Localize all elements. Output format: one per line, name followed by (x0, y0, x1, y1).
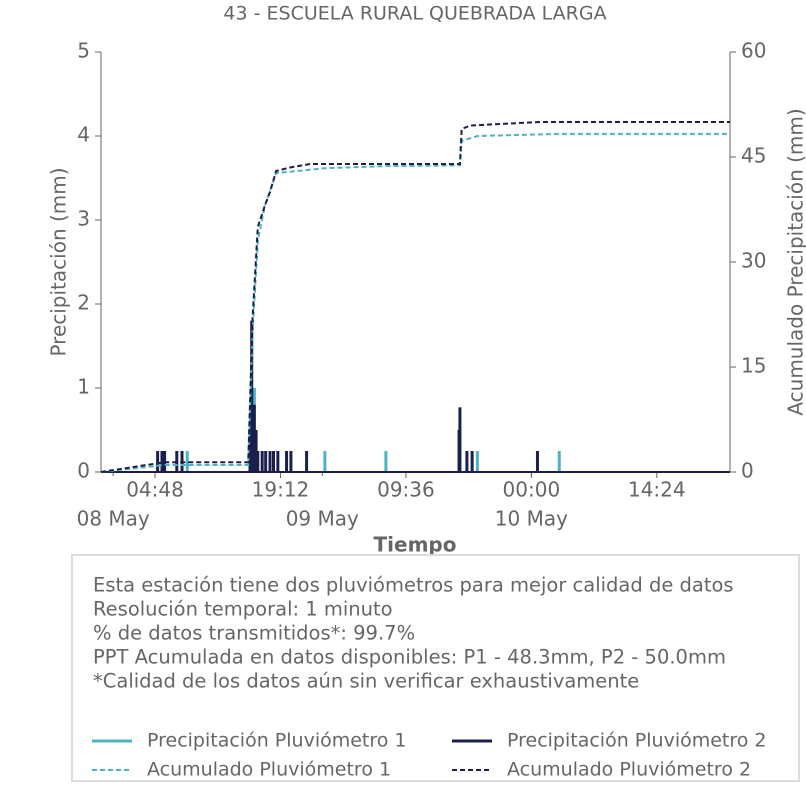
note-line: Resolución temporal: 1 minuto (93, 598, 393, 621)
y-tick-label: 0 (77, 459, 90, 483)
x-tick-label: 19:12 (252, 478, 310, 502)
legend-label: Acumulado Pluviómetro 1 (147, 759, 391, 781)
y2-axis-label: Acumulado Precipitación (mm) (784, 108, 806, 415)
x-tick-label: 09:36 (377, 478, 435, 502)
cumulative-line (100, 132, 730, 473)
cumulative-line (100, 121, 730, 473)
note-line: % de datos transmitidos*: 99.7% (93, 622, 415, 645)
x-tick-label: 00:00 (503, 478, 561, 502)
legend-label: Acumulado Pluviómetro 2 (507, 759, 751, 781)
info-box (71, 554, 800, 782)
x-axis-label: Tiempo (374, 533, 457, 557)
x-tick-label: 04:48 (126, 478, 184, 502)
y-tick-label: 1 (77, 375, 90, 399)
y-tick-label: 4 (77, 123, 90, 147)
chart-title: 43 - ESCUELA RURAL QUEBRADA LARGA (223, 3, 606, 25)
y2-tick-label: 60 (741, 39, 766, 63)
y2-tick-label: 15 (741, 354, 766, 378)
y2-tick-label: 45 (741, 144, 766, 168)
x-tick-label: 14:24 (628, 478, 686, 502)
note-line: *Calidad de los datos aún sin verificar … (93, 670, 639, 693)
note-line: PPT Acumulada en datos disponibles: P1 -… (93, 646, 726, 669)
legend-label: Precipitación Pluviómetro 2 (507, 730, 767, 752)
y-axis-label: Precipitación (mm) (47, 167, 71, 356)
y-tick-label: 3 (77, 207, 90, 231)
x-date-label: 08 May (77, 507, 150, 531)
y2-tick-label: 0 (741, 459, 754, 483)
legend-label: Precipitación Pluviómetro 1 (147, 730, 407, 752)
x-date-label: 10 May (495, 507, 568, 531)
y-tick-label: 2 (77, 291, 90, 315)
note-line: Esta estación tiene dos pluviómetros par… (93, 574, 734, 597)
x-date-label: 09 May (286, 507, 359, 531)
y-tick-label: 5 (77, 39, 90, 63)
y2-tick-label: 30 (741, 249, 766, 273)
